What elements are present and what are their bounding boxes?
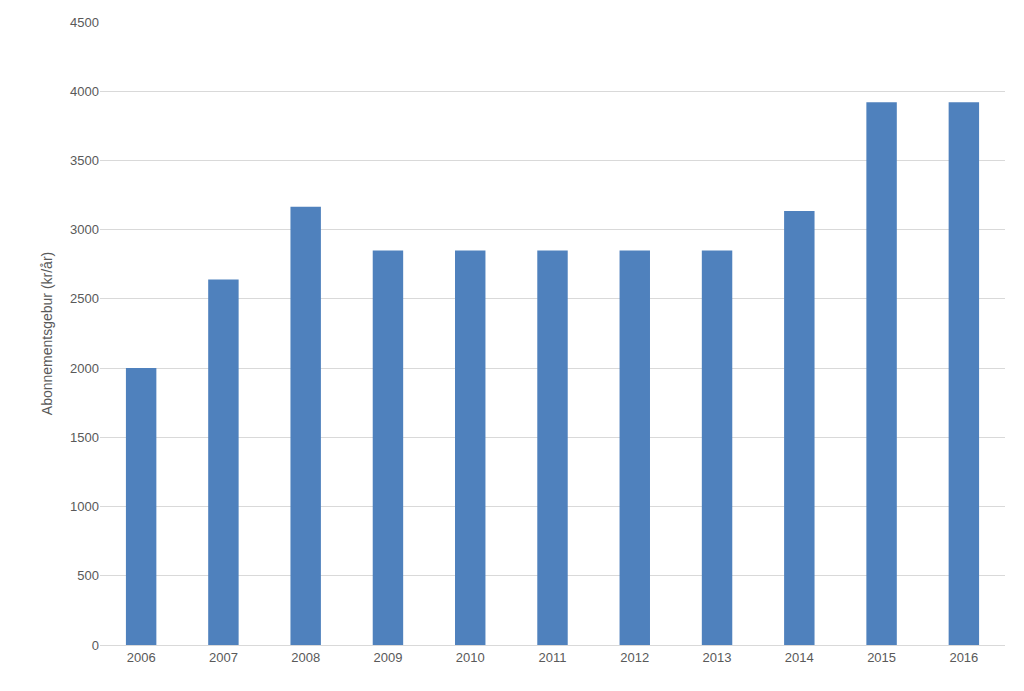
svg-text:4000: 4000 xyxy=(70,84,99,99)
svg-text:1500: 1500 xyxy=(70,430,99,445)
svg-text:2007: 2007 xyxy=(209,650,238,665)
svg-text:2014: 2014 xyxy=(785,650,814,665)
svg-text:3500: 3500 xyxy=(70,153,99,168)
svg-text:2013: 2013 xyxy=(703,650,732,665)
svg-text:2006: 2006 xyxy=(127,650,156,665)
svg-text:2016: 2016 xyxy=(949,650,978,665)
svg-text:2008: 2008 xyxy=(291,650,320,665)
svg-text:1000: 1000 xyxy=(70,499,99,514)
svg-text:Abonnementsgebur (kr/år): Abonnementsgebur (kr/år) xyxy=(39,252,55,415)
svg-text:4500: 4500 xyxy=(70,15,99,30)
svg-text:2015: 2015 xyxy=(867,650,896,665)
svg-text:2010: 2010 xyxy=(456,650,485,665)
svg-text:2012: 2012 xyxy=(620,650,649,665)
svg-text:2000: 2000 xyxy=(70,361,99,376)
svg-text:500: 500 xyxy=(77,568,99,583)
svg-text:2500: 2500 xyxy=(70,291,99,306)
svg-text:3000: 3000 xyxy=(70,222,99,237)
svg-text:0: 0 xyxy=(92,638,99,653)
svg-text:2009: 2009 xyxy=(373,650,402,665)
svg-text:2011: 2011 xyxy=(539,650,567,665)
